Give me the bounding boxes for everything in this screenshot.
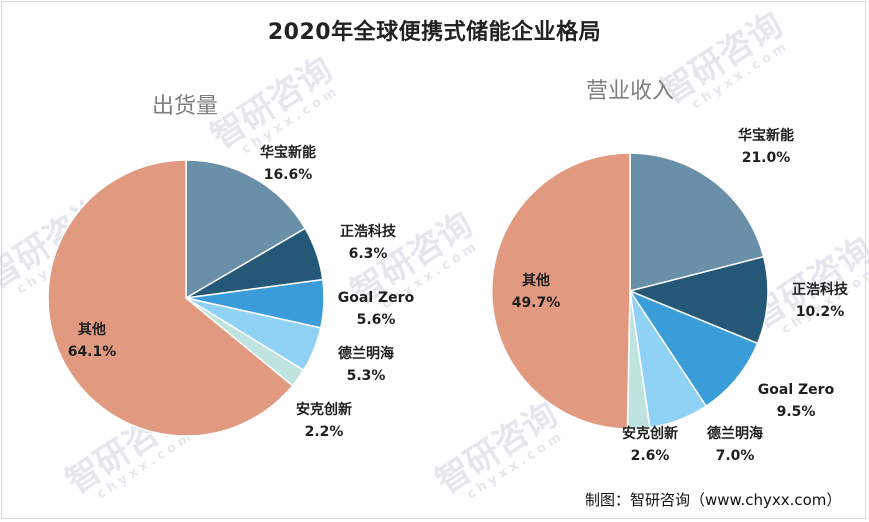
slice-value-label: 2.2% <box>305 424 344 440</box>
slice-value-label: 21.0% <box>742 150 791 166</box>
pie-slice <box>627 255 769 345</box>
slice-value-label: 5.6% <box>357 312 396 328</box>
pie-slice <box>628 289 759 408</box>
slice-value-label: 2.6% <box>631 448 670 464</box>
slice-label: 德兰明海 <box>707 425 763 442</box>
slice-label: 正浩科技 <box>340 223 397 240</box>
slice-label: 其他 <box>78 321 106 338</box>
slice-value-label: 64.1% <box>68 344 117 360</box>
slice-value-label: 10.2% <box>796 304 845 320</box>
chart-title: 2020年全球便携式储能企业格局 <box>267 20 602 45</box>
source-note: 制图：智研咨询（www.chyxx.com） <box>585 491 842 509</box>
pie-slice <box>491 152 631 430</box>
slice-value-label: 9.5% <box>777 404 816 420</box>
slice-value-label: 6.3% <box>349 246 388 262</box>
slice-label: 正浩科技 <box>792 281 849 298</box>
slice-label: 华宝新能 <box>738 127 794 144</box>
slice-label: 安克创新 <box>622 425 678 442</box>
slice-label: 其他 <box>522 272 550 289</box>
pie-slice <box>629 152 765 292</box>
slice-value-label: 16.6% <box>264 167 313 183</box>
slice-label: 德兰明海 <box>338 345 394 362</box>
right-pie-title: 营业收入 <box>586 79 675 104</box>
pie-slice <box>47 159 294 437</box>
shipment-pie: 华宝新能 16.6% 正浩科技 6.3% Goal Zero 5.6% 德兰明海 5.3% 安克… <box>47 144 415 440</box>
left-pie-title: 出货量 <box>152 94 219 119</box>
slice-value-label: 5.3% <box>347 368 386 384</box>
slice-label: Goal Zero <box>758 382 835 398</box>
slice-value-label: 7.0% <box>716 448 755 464</box>
revenue-pie: 华宝新能 21.0% 正浩科技 10.2% Goal Zero 9.5% 德兰明海 7.0% 安… <box>491 127 849 464</box>
slice-value-label: 49.7% <box>512 295 561 311</box>
slice-label: 华宝新能 <box>260 144 316 161</box>
pie-slice <box>185 159 307 300</box>
slice-label: 安克创新 <box>296 401 352 418</box>
slice-label: Goal Zero <box>338 290 415 306</box>
